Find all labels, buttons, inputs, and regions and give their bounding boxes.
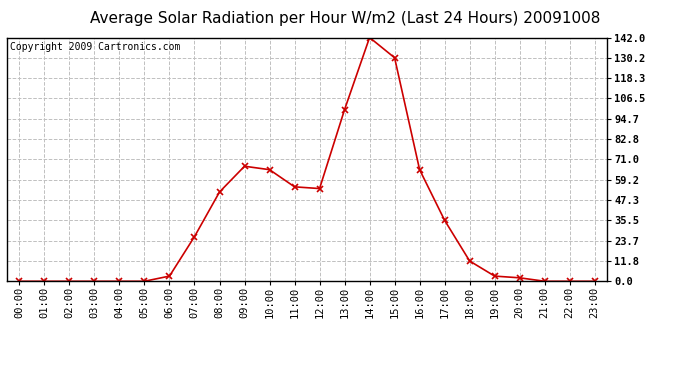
Text: Copyright 2009 Cartronics.com: Copyright 2009 Cartronics.com bbox=[10, 42, 180, 52]
Text: Average Solar Radiation per Hour W/m2 (Last 24 Hours) 20091008: Average Solar Radiation per Hour W/m2 (L… bbox=[90, 11, 600, 26]
